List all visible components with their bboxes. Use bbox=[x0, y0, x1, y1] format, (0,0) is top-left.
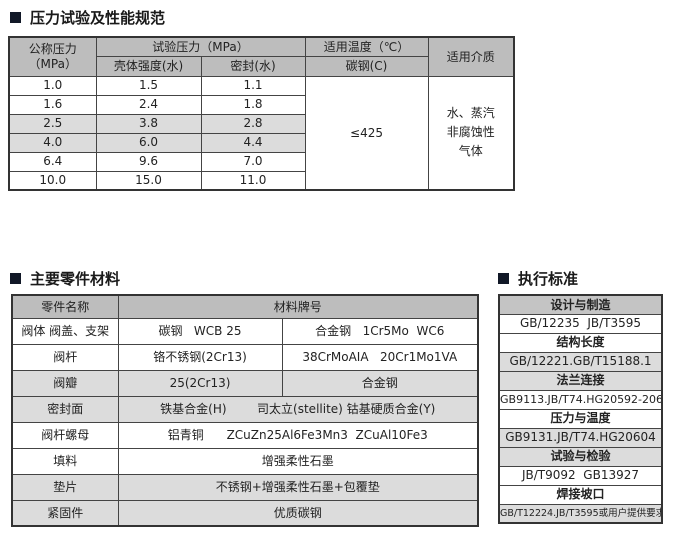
nominal-cell: 1.0 bbox=[8, 75, 97, 96]
standard-value: GB/12221.GB/T15188.1 bbox=[498, 351, 663, 372]
seal-cell: 1.8 bbox=[200, 94, 306, 115]
nominal-cell: 6.4 bbox=[8, 151, 97, 172]
square-bullet-icon bbox=[498, 273, 509, 284]
header-medium: 适用介质 bbox=[427, 36, 515, 77]
header-part: 零件名称 bbox=[11, 294, 119, 319]
part-name: 紧固件 bbox=[11, 499, 119, 527]
nominal-cell: 10.0 bbox=[8, 170, 97, 191]
nominal-cell: 2.5 bbox=[8, 113, 97, 134]
header-material: 材料牌号 bbox=[117, 294, 479, 319]
material-cell-b: 合金钢 1Cr5Mo WC6 bbox=[281, 317, 479, 345]
table-row: 垫片 不锈钢+增强柔性石墨+包覆垫 bbox=[11, 473, 479, 501]
material-cell-a: 25(2Cr13) bbox=[117, 369, 283, 397]
table-row: 阀体 阀盖、支架 碳钢 WCB 25 合金钢 1Cr5Mo WC6 bbox=[11, 317, 479, 345]
table-row: 6.4 9.6 7.0 bbox=[8, 151, 514, 172]
section-title-materials: 主要零件材料 bbox=[10, 268, 120, 289]
material-cell-b: 38CrMoAIA 20Cr1Mo1VA bbox=[281, 343, 479, 371]
shell-cell: 2.4 bbox=[95, 94, 202, 115]
material-cell: 铁基合金(H) 司太立(stellite) 钴基硬质合金(Y) bbox=[117, 395, 479, 423]
table-row: 阀杆螺母 铝青铜 ZCuZn25Al6Fe3Mn3 ZCuAl10Fe3 bbox=[11, 421, 479, 449]
material-cell: 增强柔性石墨 bbox=[117, 447, 479, 475]
part-name: 阀杆 bbox=[11, 343, 119, 371]
standard-value: GB/T12224.JB/T3595或用户提供要求 bbox=[498, 503, 663, 524]
square-bullet-icon bbox=[10, 273, 21, 284]
material-cell-a: 碳钢 WCB 25 bbox=[117, 317, 283, 345]
part-name: 密封面 bbox=[11, 395, 119, 423]
seal-cell: 1.1 bbox=[200, 75, 306, 96]
header-nominal: 公称压力 （MPa） bbox=[8, 36, 97, 77]
nominal-cell: 4.0 bbox=[8, 132, 97, 153]
table-row: GB/12221.GB/T15188.1 bbox=[498, 351, 663, 372]
table-row: 结构长度 bbox=[498, 332, 663, 353]
seal-cell: 7.0 bbox=[200, 151, 306, 172]
material-cell: 优质碳钢 bbox=[117, 499, 479, 527]
shell-cell: 1.5 bbox=[95, 75, 202, 96]
header-carbon: 碳钢(C) bbox=[304, 55, 429, 77]
material-cell-a: 铬不锈钢(2Cr13) bbox=[117, 343, 283, 371]
material-cell: 铝青铜 ZCuZn25Al6Fe3Mn3 ZCuAl10Fe3 bbox=[117, 421, 479, 449]
section-title-pressure: 压力试验及性能规范 bbox=[10, 7, 165, 28]
materials-table: 零件名称 材料牌号 阀体 阀盖、支架 碳钢 WCB 25 合金钢 1Cr5Mo WC… bbox=[11, 294, 480, 527]
standard-category: 压力与温度 bbox=[498, 408, 663, 429]
standard-category: 试验与检验 bbox=[498, 446, 663, 467]
table-row: 焊接坡口 bbox=[498, 484, 663, 505]
pressure-table: 公称压力 （MPa） 试验压力（MPa） 适用温度（℃） 适用介质 壳体强度(水)… bbox=[8, 36, 515, 191]
medium-value: 水、蒸汽 非腐蚀性 气体 bbox=[427, 75, 515, 191]
part-name: 垫片 bbox=[11, 473, 119, 501]
table-row: 阀瓣 25(2Cr13) 合金钢 bbox=[11, 369, 479, 397]
nominal-cell: 1.6 bbox=[8, 94, 97, 115]
part-name: 阀杆螺母 bbox=[11, 421, 119, 449]
table-row: 设计与制造 bbox=[498, 294, 663, 315]
table-row: 压力与温度 bbox=[498, 408, 663, 429]
header-test: 试验压力（MPa） bbox=[95, 36, 306, 57]
table-row: 填料 增强柔性石墨 bbox=[11, 447, 479, 475]
standard-category: 法兰连接 bbox=[498, 370, 663, 391]
shell-cell: 6.0 bbox=[95, 132, 202, 153]
square-bullet-icon bbox=[10, 12, 21, 23]
standard-category: 结构长度 bbox=[498, 332, 663, 353]
shell-cell: 9.6 bbox=[95, 151, 202, 172]
material-cell-b: 合金钢 bbox=[281, 369, 479, 397]
header-shell: 壳体强度(水) bbox=[95, 55, 202, 77]
table-row: 密封面 铁基合金(H) 司太立(stellite) 钴基硬质合金(Y) bbox=[11, 395, 479, 423]
table-row: 1.0 1.5 1.1 ≤425 水、蒸汽 非腐蚀性 气体 bbox=[8, 75, 515, 191]
standard-value: GB/12235 JB/T3595 bbox=[498, 313, 663, 334]
table-row: 试验与检验 bbox=[498, 446, 663, 467]
table-row: GB/12235 JB/T3595 bbox=[498, 313, 663, 334]
standard-category: 设计与制造 bbox=[498, 294, 663, 315]
shell-cell: 15.0 bbox=[95, 170, 202, 191]
seal-cell: 2.8 bbox=[200, 113, 306, 134]
part-name: 阀体 阀盖、支架 bbox=[11, 317, 119, 345]
standards-table: 设计与制造 GB/12235 JB/T3595 结构长度 GB/12221.GB/T1… bbox=[498, 294, 663, 524]
table-row: 法兰连接 bbox=[498, 370, 663, 391]
table-row: 阀杆 铬不锈钢(2Cr13) 38CrMoAIA 20Cr1Mo1VA bbox=[11, 343, 479, 371]
section-title-standards: 执行标准 bbox=[498, 268, 578, 289]
material-cell: 不锈钢+增强柔性石墨+包覆垫 bbox=[117, 473, 479, 501]
temp-value: ≤425 bbox=[304, 75, 429, 191]
header-temp: 适用温度（℃） bbox=[304, 36, 429, 57]
table-row: 10.0 15.0 11.0 bbox=[8, 170, 514, 191]
header-seal: 密封(水) bbox=[200, 55, 306, 77]
table-row: JB/T9092 GB13927 bbox=[498, 465, 663, 486]
standard-value: GB9131.JB/T74.HG20604 bbox=[498, 427, 663, 448]
table-row: GB9131.JB/T74.HG20604 bbox=[498, 427, 663, 448]
table-row: GB9113.JB/T74.HG20592-20635 bbox=[498, 389, 663, 410]
shell-cell: 3.8 bbox=[95, 113, 202, 134]
standard-value: GB9113.JB/T74.HG20592-20635 bbox=[498, 389, 663, 410]
table-row: 紧固件 优质碳钢 bbox=[11, 499, 479, 527]
seal-cell: 4.4 bbox=[200, 132, 306, 153]
standard-category: 焊接坡口 bbox=[498, 484, 663, 505]
part-name: 填料 bbox=[11, 447, 119, 475]
seal-cell: 11.0 bbox=[200, 170, 306, 191]
table-row: GB/T12224.JB/T3595或用户提供要求 bbox=[498, 503, 663, 524]
standard-value: JB/T9092 GB13927 bbox=[498, 465, 663, 486]
part-name: 阀瓣 bbox=[11, 369, 119, 397]
